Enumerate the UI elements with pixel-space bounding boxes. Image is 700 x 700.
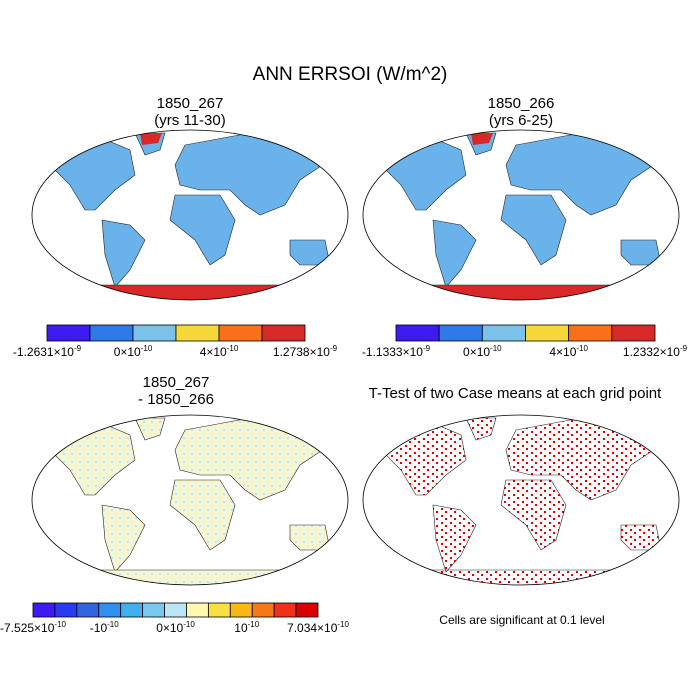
- colorbar-label: 4×10-10: [549, 344, 588, 359]
- colorbar-box: [438, 324, 483, 342]
- map: [31, 129, 349, 301]
- label-base: 0×10: [463, 345, 490, 359]
- colorbar-box: [142, 602, 165, 618]
- colorbar-box: [54, 602, 78, 618]
- colorbar-box: [175, 324, 220, 342]
- colorbar-box: [261, 324, 306, 342]
- colorbar-box: [89, 324, 134, 342]
- label-exponent: -10: [337, 620, 349, 629]
- colorbar-box: [98, 602, 122, 618]
- colorbar-box: [218, 324, 263, 342]
- colorbar-box: [186, 602, 209, 618]
- label-base: -1.1333×10: [362, 345, 423, 359]
- colorbar-label: 1.2738×10-9: [273, 344, 338, 359]
- label-exponent: -10: [248, 620, 260, 629]
- colorbar-box: [295, 602, 319, 618]
- panel-title: T-Test of two Case means at each grid po…: [369, 385, 662, 402]
- colorbar-box: [525, 324, 570, 342]
- map: [31, 414, 349, 586]
- colorbar-box: [76, 602, 100, 618]
- colorbar-box: [273, 602, 297, 618]
- colorbar-box: [32, 602, 56, 618]
- colorbar-box: [568, 324, 613, 342]
- colorbar-label: -1.2631×10-9: [13, 344, 82, 359]
- label-exponent: -9: [423, 344, 431, 353]
- colorbar-box: [481, 324, 526, 342]
- label-exponent: -10: [183, 620, 195, 629]
- colorbar-label: 4×10-10: [200, 344, 239, 359]
- colorbar-label: 0×10-10: [463, 344, 502, 359]
- label-base: -1.2631×10: [13, 345, 74, 359]
- panel-title: - 1850_266: [138, 391, 214, 408]
- panel-title: 1850_266: [488, 95, 555, 112]
- panel-title: (yrs 11-30): [154, 112, 225, 129]
- label-base: -7.525×10: [0, 621, 55, 635]
- panel-title: 1850_267: [143, 374, 210, 391]
- colorbar-box: [207, 602, 231, 618]
- colorbar-label: 0×10-10: [156, 620, 195, 635]
- label-base: 1.2738×10: [273, 345, 330, 359]
- map: [362, 414, 680, 586]
- colorbar-label: 1.2332×10-9: [623, 344, 688, 359]
- label-base: 4×10: [549, 345, 576, 359]
- label-exponent: -10: [54, 620, 66, 629]
- figure-title: ANN ERRSOI (W/m^2): [253, 64, 448, 85]
- map: [362, 129, 680, 301]
- label-base: 0×10: [156, 621, 183, 635]
- label-exponent: -9: [74, 344, 82, 353]
- colorbar-label: 0×10-10: [114, 344, 153, 359]
- colorbar-box: [46, 324, 91, 342]
- colorbar-label: 7.034×10-10: [287, 620, 350, 635]
- label-base: 0×10: [114, 345, 141, 359]
- panel-title: 1850_267: [157, 95, 224, 112]
- colorbar-box: [611, 324, 656, 342]
- label-base: 7.034×10: [287, 621, 338, 635]
- colorbar-box: [132, 324, 177, 342]
- label-exponent: -9: [330, 344, 338, 353]
- label-exponent: -10: [107, 620, 119, 629]
- label-exponent: -10: [490, 344, 502, 353]
- colorbar-box: [251, 602, 275, 618]
- label-exponent: -10: [576, 344, 588, 353]
- label-exponent: -10: [141, 344, 153, 353]
- label-base: 10: [234, 621, 248, 635]
- colorbar-box: [229, 602, 253, 618]
- colorbar-label: -7.525×10-10: [0, 620, 67, 635]
- colorbar-box: [395, 324, 440, 342]
- colorbar-label: -1.1333×10-9: [362, 344, 431, 359]
- label-base: 1.2332×10: [623, 345, 680, 359]
- colorbar-label: 10-10: [234, 620, 259, 635]
- label-base: -10: [90, 621, 108, 635]
- label-base: 4×10: [200, 345, 227, 359]
- label-exponent: -9: [680, 344, 688, 353]
- label-exponent: -10: [227, 344, 239, 353]
- colorbar-box: [164, 602, 187, 618]
- panel-note: Cells are significant at 0.1 level: [439, 613, 604, 627]
- panel-title: (yrs 6-25): [489, 112, 553, 129]
- colorbar-box: [120, 602, 144, 618]
- colorbar-label: -10-10: [90, 620, 119, 635]
